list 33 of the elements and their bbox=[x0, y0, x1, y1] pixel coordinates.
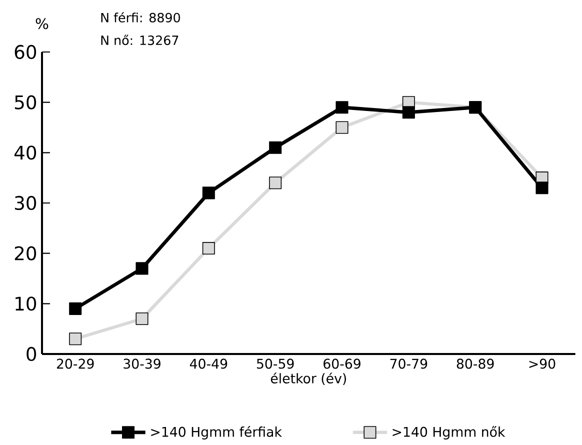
point bbox=[269, 176, 282, 190]
text: N férfi: 8890 bbox=[101, 12, 180, 22]
point bbox=[336, 121, 348, 134]
point bbox=[536, 182, 548, 194]
x-tick-label: 50-59 bbox=[256, 358, 294, 369]
y-tick-label: 20 bbox=[14, 246, 36, 260]
point bbox=[402, 106, 415, 119]
point bbox=[269, 141, 282, 154]
y-tick-label: 40 bbox=[14, 146, 36, 160]
x-tick-label: 20-29 bbox=[56, 358, 94, 369]
point bbox=[69, 302, 82, 315]
y-tick-label: 50 bbox=[14, 95, 36, 110]
point bbox=[69, 332, 82, 346]
x-tick-label: 80-89 bbox=[456, 358, 494, 369]
point bbox=[136, 312, 148, 326]
legend-label: >140 Hgmm férfiak bbox=[151, 426, 282, 440]
point bbox=[202, 242, 215, 255]
legend-label: >140 Hgmm nők bbox=[392, 426, 506, 440]
point bbox=[202, 186, 215, 200]
x-tick-label: >90 bbox=[529, 358, 556, 369]
y-tick-label: 30 bbox=[14, 196, 36, 210]
y-tick-label: 60 bbox=[14, 44, 36, 60]
point bbox=[136, 262, 148, 275]
y-tick-label: 0 bbox=[26, 346, 36, 362]
x-tick-label: 60-69 bbox=[324, 358, 360, 369]
x-tick-label: 40-49 bbox=[190, 358, 228, 369]
x-axis-title: életkor (év) bbox=[270, 372, 346, 386]
x-tick-label: 30-39 bbox=[124, 358, 160, 369]
point bbox=[336, 101, 348, 114]
y-axis-title: % bbox=[36, 18, 48, 30]
y-tick-label: 10 bbox=[16, 296, 36, 311]
x-tick-label: 70-79 bbox=[390, 358, 428, 369]
text: N nő: 13267 bbox=[101, 34, 178, 46]
